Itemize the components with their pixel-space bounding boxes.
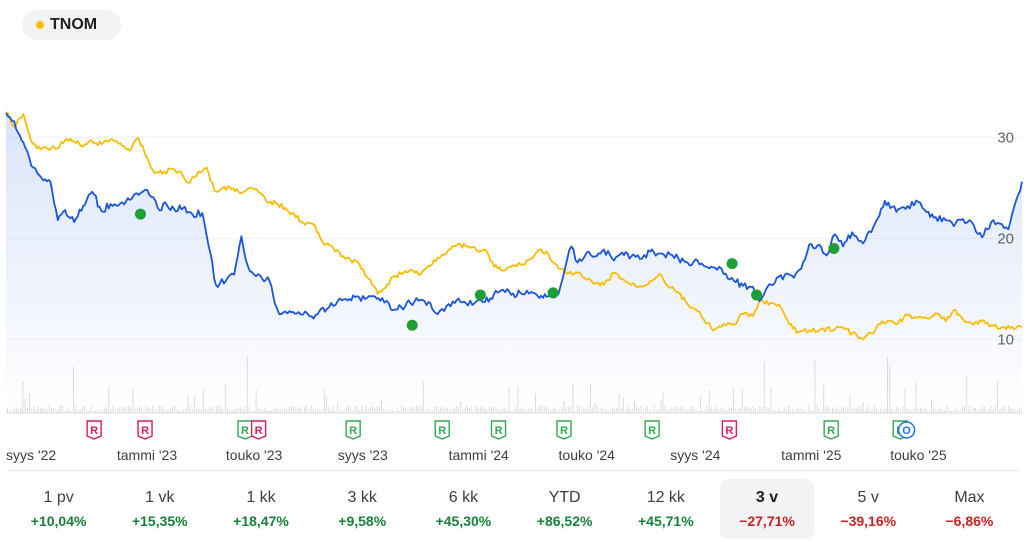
period-selector: 1 pv +10,04% 1 vk +15,35% 1 kk +18,47% 3 kk +9,… [8,470,1020,549]
period-tab-2[interactable]: 1 kk +18,47% [214,479,307,539]
period-tab-9[interactable]: Max −6,86% [923,479,1016,539]
period-label: 1 kk [246,489,276,506]
y-tick-label: 20 [997,230,1014,247]
event-marker-r[interactable]: R [556,420,572,440]
event-dot[interactable] [474,289,486,301]
ticker-color-dot [36,21,44,29]
event-markers[interactable]: RRRRRRRRRRRRO [86,420,916,440]
period-change: +45,71% [637,513,694,529]
svg-text:R: R [560,425,568,437]
period-tab-3[interactable]: 3 kk +9,58% [316,479,409,539]
period-label: 1 vk [145,489,175,506]
event-dot[interactable] [751,289,763,301]
event-marker-r[interactable]: R [434,420,450,440]
event-marker-r[interactable]: R [137,420,153,440]
x-tick-label: tammi '23 [117,447,177,463]
x-tick-label: touko '23 [226,447,283,463]
event-marker-r[interactable]: R [345,420,361,440]
event-marker-r[interactable]: R [823,420,839,440]
period-tab-7[interactable]: 3 v −27,71% [720,479,814,539]
period-tab-0[interactable]: 1 pv +10,04% [12,479,105,539]
period-tab-8[interactable]: 5 v −39,16% [822,479,915,539]
event-points [134,208,840,331]
period-label: 3 kk [347,489,377,506]
price-area [6,113,1022,413]
period-label: 5 v [857,489,879,506]
svg-text:R: R [241,425,249,437]
period-change: −6,86% [945,513,994,529]
period-change: −39,16% [840,513,897,529]
event-marker-r[interactable]: R [237,420,253,440]
event-marker-r[interactable]: R [644,420,660,440]
svg-text:R: R [438,425,446,437]
x-tick-label: touko '25 [890,447,947,463]
period-label: Max [954,489,985,506]
svg-text:R: R [725,425,733,437]
period-label: 3 v [755,489,779,506]
period-tab-4[interactable]: 6 kk +45,30% [417,479,510,539]
x-axis-labels: syys '22 tammi '23 touko '23 syys '23 tammi … [6,447,947,463]
x-tick-label: syys '23 [338,447,388,463]
period-change: +10,04% [30,513,87,529]
event-dot[interactable] [406,319,418,331]
period-change: −27,71% [739,513,795,529]
series-line-comparison [5,111,1023,341]
svg-text:R: R [141,425,149,437]
x-tick-label: tammi '25 [781,447,841,463]
x-tick-label: touko '24 [559,447,616,463]
event-marker-r[interactable]: R [721,420,738,440]
period-change: +9,58% [338,513,387,529]
svg-text:O: O [902,425,911,437]
event-dot[interactable] [547,287,559,299]
event-dot[interactable] [726,258,738,270]
period-label: 6 kk [448,489,479,506]
series-area-tnom [6,113,1022,413]
event-marker-r[interactable]: R [490,420,507,440]
period-change: +18,47% [233,513,289,529]
period-tab-1[interactable]: 1 vk +15,35% [113,479,206,539]
event-marker-r[interactable]: R [86,420,102,440]
series-line-tnom [5,112,1023,320]
x-tick-label: syys '24 [670,447,720,463]
period-change: +45,30% [435,513,492,529]
period-label: 12 kk [646,489,685,506]
y-axis-labels: 10 20 30 [997,129,1014,348]
y-tick-label: 30 [997,129,1014,146]
ticker-label: TNOM [50,16,98,33]
x-tick-label: syys '22 [6,447,56,463]
event-dot[interactable] [828,242,840,254]
svg-text:R: R [349,425,357,437]
x-tick-label: tammi '24 [449,447,509,463]
period-tab-5[interactable]: YTD +86,52% [518,479,611,539]
y-tick-label: 10 [997,331,1014,348]
event-marker-o[interactable]: O [897,421,916,439]
period-change: +86,52% [536,513,593,529]
svg-text:R: R [495,425,503,437]
period-label: YTD [548,489,581,506]
period-tab-6[interactable]: 12 kk +45,71% [619,479,712,539]
ticker-chip[interactable]: TNOM [22,10,122,40]
svg-text:R: R [255,425,263,437]
svg-text:R: R [648,425,656,437]
svg-text:R: R [90,425,98,437]
period-change: +15,35% [131,513,188,529]
svg-text:R: R [827,425,835,437]
event-dot[interactable] [134,208,146,220]
series-lines [5,111,1023,341]
period-label: 1 pv [43,489,74,506]
event-marker-r[interactable]: R [250,420,267,440]
